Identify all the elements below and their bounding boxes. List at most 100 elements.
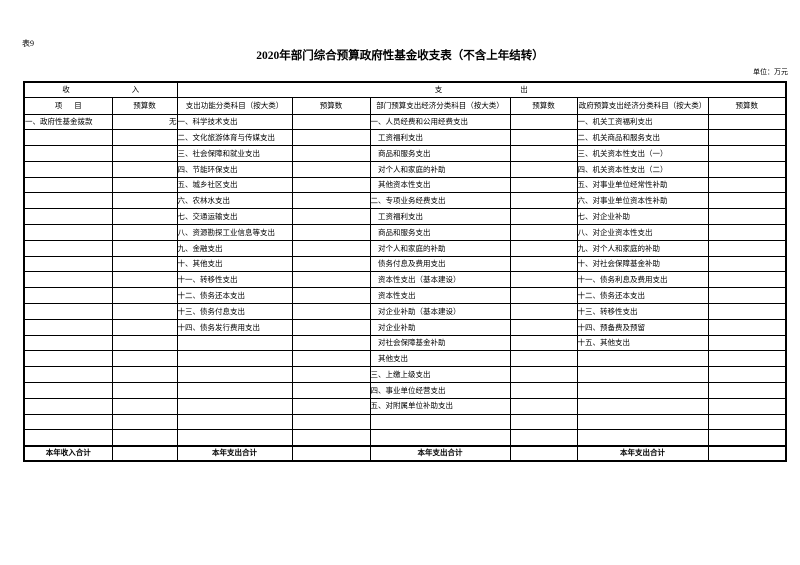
gov-economic-item-cell [576,350,709,368]
functional-item-cell: 七、交通运输支出 [176,208,293,226]
dept-budget-cell [509,160,578,178]
functional-budget-cell [291,224,371,241]
functional-budget-cell [291,255,371,273]
functional-budget-cell [291,429,371,447]
functional-budget-cell [291,160,371,178]
table-row: 十、其他支出 债务付息及费用支出 十、对社会保障基金补助 [23,255,787,273]
gov-budget-cell [707,208,787,226]
dept-budget-cell [509,350,578,368]
table-row: 十四、债务发行费用支出 对企业补助 十四、预备费及预留 [23,318,787,336]
dept-total-value [509,444,578,462]
functional-budget-cell [291,413,371,431]
dept-economic-item-cell: 商品和服务支出 [369,224,511,241]
income-item-cell [23,366,113,384]
gov-economic-item-cell [576,413,709,431]
income-budget-cell [111,366,178,384]
dept-economic-item-cell [369,413,511,431]
unit-note: 单位：万元 [753,68,788,76]
dept-budget-cell [509,224,578,241]
income-total-label: 本年收入合计 [23,444,113,462]
income-item-cell [23,303,113,320]
functional-total-value [291,444,371,462]
table-header: 收入 支出 项目 预算数 支出功能分类科目（按大类） 预算数 部门预算支出经济分… [23,81,787,115]
gov-budget-cell [707,287,787,305]
dept-economic-item-cell: 工资福利支出 [369,208,511,226]
functional-item-cell: 四、节能环保支出 [176,160,293,178]
income-budget-cell [111,334,178,352]
functional-item-cell: 八、资源勘探工业信息等支出 [176,224,293,241]
budget-table: 收入 支出 项目 预算数 支出功能分类科目（按大类） 预算数 部门预算支出经济分… [23,81,787,462]
income-item-cell [23,176,113,194]
gov-budget-cell [707,318,787,336]
income-item-cell [23,271,113,289]
dept-economic-item-cell: 二、专项业务经费支出 [369,192,511,210]
income-item-cell [23,397,113,415]
dept-budget-cell [509,429,578,447]
dept-economic-item-cell: 对企业补助 [369,318,511,336]
dept-economic-item-cell: 五、对附属单位补助支出 [369,397,511,415]
gov-budget-cell [707,192,787,210]
gov-budget-cell [707,113,787,131]
dept-budget-cell [509,303,578,320]
column-header-functional-budget: 预算数 [291,96,371,115]
functional-budget-cell [291,318,371,336]
table-row: 三、上缴上级支出 [23,366,787,384]
gov-budget-cell [707,350,787,368]
functional-budget-cell [291,271,371,289]
dept-budget-cell [509,334,578,352]
dept-budget-cell [509,145,578,162]
gov-budget-cell [707,176,787,194]
table-row: 四、事业单位经营支出 [23,382,787,399]
gov-economic-item-cell [576,397,709,415]
dept-economic-item-cell: 资本性支出 [369,287,511,305]
dept-economic-item-cell: 其他支出 [369,350,511,368]
gov-economic-item-cell: 七、对企业补助 [576,208,709,226]
income-budget-cell [111,255,178,273]
income-budget-cell [111,224,178,241]
gov-economic-item-cell: 十一、债务利息及费用支出 [576,271,709,289]
dept-economic-item-cell: 对社会保障基金补助 [369,334,511,352]
functional-item-cell: 三、社会保障和就业支出 [176,145,293,162]
income-item-cell [23,208,113,226]
dept-budget-cell [509,271,578,289]
page-title: 2020年部门综合预算政府性基金收支表（不含上年结转） [256,50,544,62]
table-row: 四、节能环保支出 对个人和家庭的补助 四、机关资本性支出（二） [23,160,787,178]
functional-item-cell [176,397,293,415]
income-item-cell [23,318,113,336]
gov-budget-cell [707,160,787,178]
dept-economic-item-cell: 工资福利支出 [369,129,511,147]
gov-budget-cell [707,271,787,289]
column-header-item: 项目 [23,96,113,115]
gov-economic-item-cell: 五、对事业单位经常性补助 [576,176,709,194]
income-budget-cell [111,271,178,289]
functional-item-cell [176,350,293,368]
functional-item-cell: 九、金融支出 [176,239,293,257]
functional-item-cell: 十、其他支出 [176,255,293,273]
table-row: 一、政府性基金拨款无一、科学技术支出 一、人员经费和公用经费支出 一、机关工资福利支… [23,113,787,131]
column-header-income-budget: 预算数 [111,96,178,115]
income-item-cell [23,239,113,257]
functional-budget-cell [291,303,371,320]
gov-budget-cell [707,382,787,399]
functional-budget-cell [291,350,371,368]
table-row: 十三、债务付息支出 对企业补助（基本建设） 十三、转移性支出 [23,303,787,320]
functional-budget-cell [291,192,371,210]
income-budget-cell [111,239,178,257]
dept-budget-cell [509,208,578,226]
functional-budget-cell [291,366,371,384]
dept-budget-cell [509,239,578,257]
table-row: 对社会保障基金补助 十五、其他支出 [23,334,787,352]
dept-budget-cell [509,413,578,431]
gov-economic-item-cell [576,382,709,399]
column-header-dept-budget: 预算数 [509,96,578,115]
functional-item-cell: 十四、债务发行费用支出 [176,318,293,336]
income-budget-cell [111,382,178,399]
income-budget-cell [111,413,178,431]
income-item-cell [23,129,113,147]
dept-budget-cell [509,113,578,131]
dept-economic-item-cell: 三、上缴上级支出 [369,366,511,384]
gov-economic-item-cell: 九、对个人和家庭的补助 [576,239,709,257]
sheet-number-label: 表9 [22,39,34,48]
income-budget-cell [111,303,178,320]
income-budget-cell: 无 [111,113,178,131]
